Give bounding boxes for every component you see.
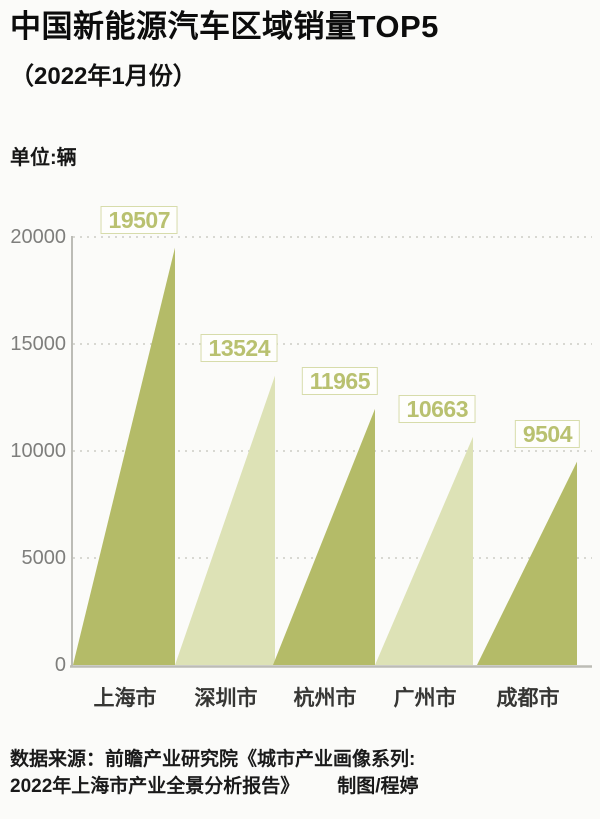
page-title: 中国新能源汽车区域销量TOP5 — [10, 9, 439, 44]
value-label-杭州市: 11965 — [301, 366, 378, 395]
x-category-杭州市: 杭州市 — [293, 687, 357, 710]
credit-label: 制图/程婷 — [337, 776, 419, 797]
y-tick-5000: 5000 — [21, 547, 67, 569]
triangle-上海市 — [73, 247, 175, 665]
source-line-1: 数据来源：前瞻产业研究院《城市产业画像系列: — [10, 749, 416, 770]
value-label-上海市: 19507 — [100, 205, 178, 234]
triangle-杭州市 — [273, 408, 375, 665]
x-category-上海市: 上海市 — [93, 687, 157, 710]
source-note: 数据来源：前瞻产业研究院《城市产业画像系列: 2022年上海市产业全景分析报告》… — [10, 746, 590, 800]
x-category-成都市: 成都市 — [496, 687, 560, 710]
y-tick-10000: 10000 — [10, 440, 66, 462]
triangle-深圳市 — [175, 375, 275, 665]
value-label-深圳市: 13524 — [200, 333, 278, 362]
page-subtitle: （2022年1月份） — [10, 63, 197, 90]
unit-label: 单位:辆 — [10, 147, 77, 169]
value-label-成都市: 9504 — [514, 419, 580, 448]
source-line-2: 2022年上海市产业全景分析报告》 — [10, 776, 300, 797]
y-tick-20000: 20000 — [10, 226, 66, 248]
triangle-成都市 — [477, 461, 577, 665]
x-category-深圳市: 深圳市 — [194, 687, 258, 710]
value-label-广州市: 10663 — [398, 394, 476, 423]
x-category-广州市: 广州市 — [393, 687, 457, 710]
triangle-广州市 — [375, 436, 473, 665]
y-tick-15000: 15000 — [10, 333, 66, 355]
y-tick-0: 0 — [54, 654, 66, 676]
